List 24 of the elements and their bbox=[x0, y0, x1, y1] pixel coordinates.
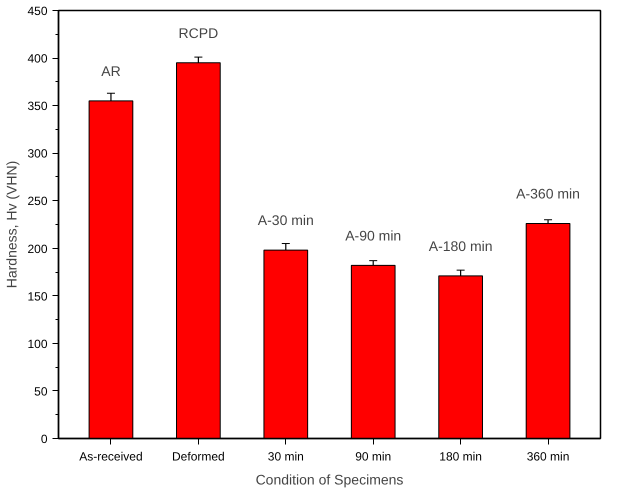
y-tick-label: 50 bbox=[34, 384, 48, 398]
annotation: RCPD bbox=[178, 24, 218, 41]
x-tick-label: As-received bbox=[79, 450, 143, 464]
x-tick-label: 30 min bbox=[268, 450, 304, 464]
x-tick-label: Deformed bbox=[172, 450, 225, 464]
x-axis-title: Condition of Specimens bbox=[256, 472, 404, 488]
y-tick-label: 250 bbox=[27, 194, 48, 208]
y-tick-label: 450 bbox=[27, 4, 48, 18]
y-tick-label: 150 bbox=[27, 289, 48, 304]
x-tick-label: 90 min bbox=[355, 450, 392, 464]
y-tick-label: 200 bbox=[27, 242, 48, 256]
y-tick-label: 0 bbox=[40, 432, 48, 446]
y-tick-label: 100 bbox=[27, 336, 48, 351]
y-tick-label: 400 bbox=[27, 52, 48, 66]
y-tick-label: 300 bbox=[27, 146, 48, 161]
annotation: A-30 min bbox=[258, 212, 314, 228]
y-tick-label: 350 bbox=[27, 99, 48, 114]
y-axis-title: Hardness, Hv (VHN) bbox=[3, 160, 20, 288]
annotation: AR bbox=[101, 62, 121, 79]
annotation: A-180 min bbox=[428, 238, 493, 254]
annotation: A-360 min bbox=[516, 186, 580, 202]
x-tick-label: 180 min bbox=[439, 450, 482, 464]
x-tick-label: 360 min bbox=[526, 450, 570, 464]
annotation: A-90 min bbox=[345, 227, 402, 244]
